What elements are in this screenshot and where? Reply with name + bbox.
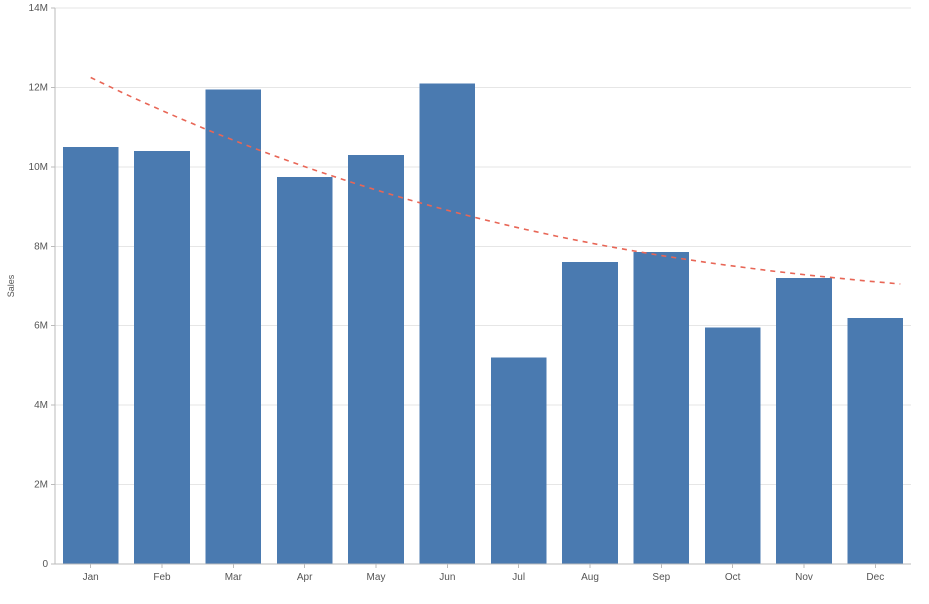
x-tick-label: Jan xyxy=(83,572,99,583)
x-tick-label: Nov xyxy=(795,572,813,583)
y-tick-label: 6M xyxy=(34,321,48,332)
sales-chart: 0 2M 4M 6M 8M 10M 12M 14M Jan Feb Mar Apr May Jun Jul A… xyxy=(0,0,929,604)
y-tick-label: 10M xyxy=(29,162,48,173)
bar-oct xyxy=(705,328,761,564)
x-tick-label: Jun xyxy=(439,572,455,583)
bar-mar xyxy=(206,89,262,564)
y-tick-label: 4M xyxy=(34,400,48,411)
x-tick-label: Mar xyxy=(225,572,243,583)
bar-aug xyxy=(562,262,618,564)
bar-jul xyxy=(491,357,547,564)
y-tick-label: 12M xyxy=(29,82,48,93)
x-tick-label: Aug xyxy=(581,572,599,583)
bar-jan xyxy=(63,147,119,564)
y-tick-label: 0 xyxy=(42,559,48,570)
x-tick-label: Sep xyxy=(652,572,670,583)
x-tick-label: Apr xyxy=(297,572,313,583)
y-tick-label: 8M xyxy=(34,241,48,252)
x-tick-label: Oct xyxy=(725,572,741,583)
x-tick-label: May xyxy=(367,572,386,583)
y-tick-label: 2M xyxy=(34,480,48,491)
bar-jun xyxy=(420,83,476,564)
bar-feb xyxy=(134,151,190,564)
bar-apr xyxy=(277,177,333,564)
chart-svg: 0 2M 4M 6M 8M 10M 12M 14M Jan Feb Mar Apr May Jun Jul A… xyxy=(0,0,929,604)
x-tick-label: Dec xyxy=(866,572,884,583)
x-tick-label: Feb xyxy=(153,572,171,583)
bar-sep xyxy=(634,252,690,564)
y-axis-title: Sales xyxy=(6,274,16,297)
x-tick-label: Jul xyxy=(512,572,525,583)
bar-may xyxy=(348,155,404,564)
y-tick-label: 14M xyxy=(29,3,48,14)
bar-nov xyxy=(776,278,832,564)
bar-dec xyxy=(848,318,904,564)
